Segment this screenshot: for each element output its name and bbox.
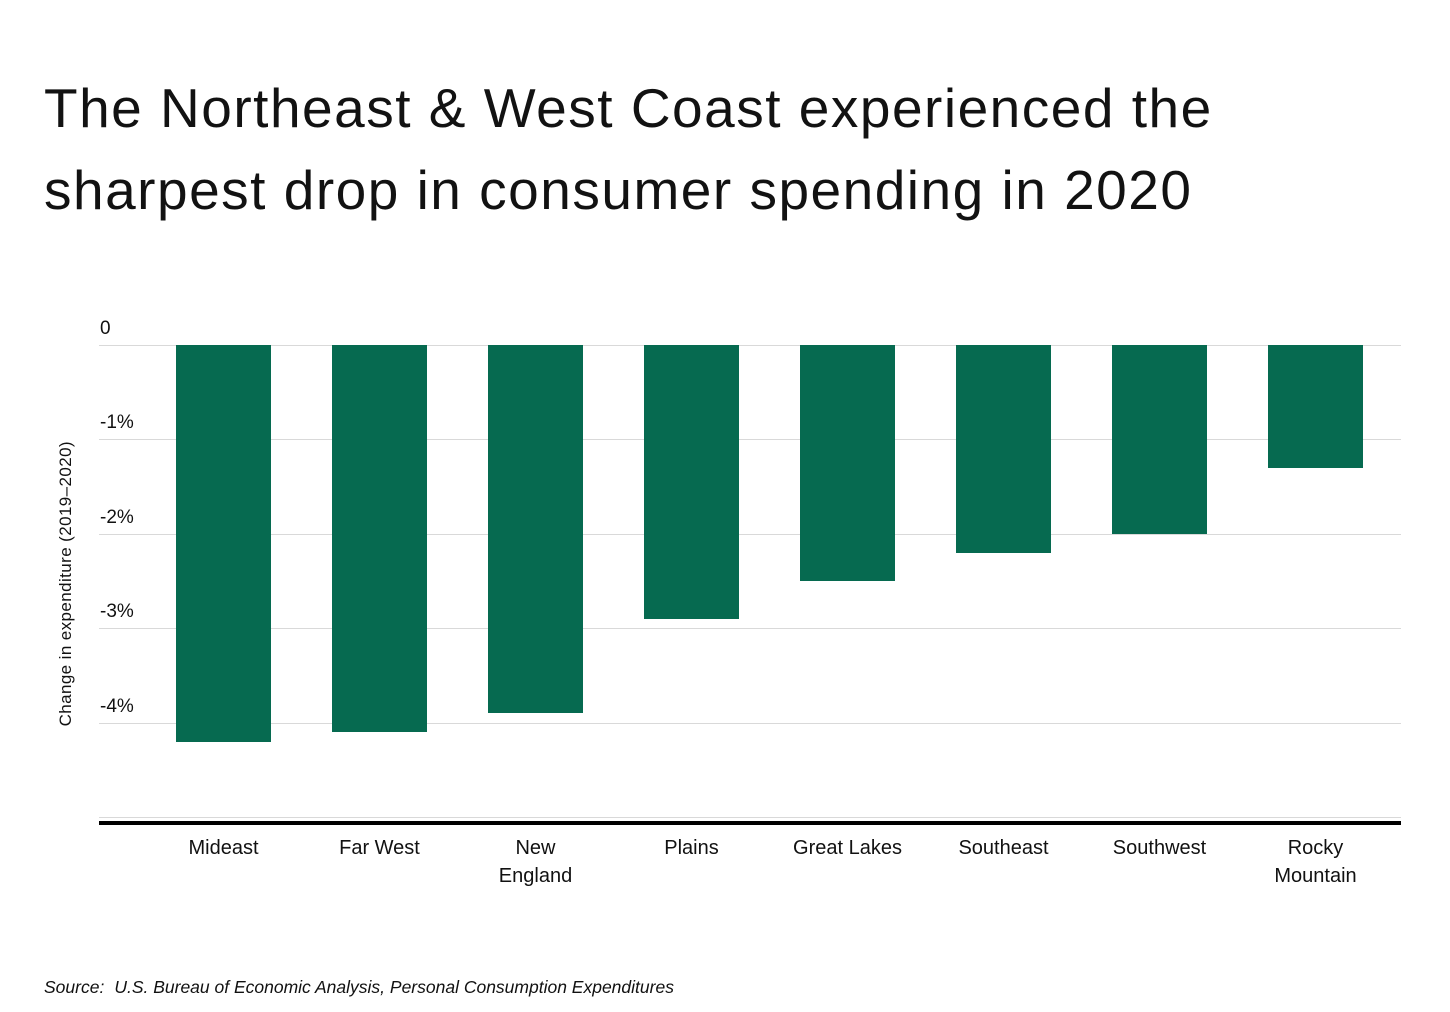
bar-new-england xyxy=(488,345,583,714)
y-tick-label: -2% xyxy=(100,506,134,528)
x-tick-label: New England xyxy=(498,837,573,887)
y-axis-title-text: Change in expenditure (2019–2020) xyxy=(56,440,75,727)
x-tick-label: Southeast xyxy=(958,837,1049,859)
y-tick-label: -4% xyxy=(100,695,134,717)
bar-plains xyxy=(644,345,739,619)
x-tick-label: Far West xyxy=(339,837,420,859)
x-axis-labels: Mideast Far West New England Plains Great La… xyxy=(99,834,1401,906)
x-tick-label: Southwest xyxy=(1112,837,1207,859)
gridline xyxy=(99,722,1401,724)
x-axis-line xyxy=(99,821,1401,825)
bar-southeast xyxy=(956,345,1051,553)
gridline xyxy=(99,345,1401,346)
bar-mideast xyxy=(176,345,271,742)
plot-area: 0 -1% -2% -3% -4% xyxy=(99,318,1401,822)
gridline xyxy=(99,628,1401,630)
x-tick-label: Great Lakes xyxy=(793,837,902,859)
y-tick-label: -3% xyxy=(100,601,134,623)
y-tick-label: -1% xyxy=(100,412,134,434)
source-note: Source: U.S. Bureau of Economic Analysis,… xyxy=(44,977,674,998)
x-tick-label: Mideast xyxy=(188,837,259,859)
gridline xyxy=(99,533,1401,535)
source-text: U.S. Bureau of Economic Analysis, Person… xyxy=(114,977,674,997)
y-axis-title: Change in expenditure (2019–2020) xyxy=(50,345,82,822)
chart-title: The Northeast & West Coast experienced t… xyxy=(44,76,1213,222)
x-tick-label: Rocky Mountain xyxy=(1274,837,1357,887)
gridline xyxy=(99,439,1401,441)
source-prefix: Source: xyxy=(44,977,105,997)
gridline xyxy=(99,817,1401,819)
bar-great-lakes xyxy=(800,345,895,582)
bar-far-west xyxy=(332,345,427,733)
y-tick-label: 0 xyxy=(100,318,111,339)
x-tick-label: Plains xyxy=(664,837,719,859)
bar-rocky-mountain xyxy=(1268,345,1363,468)
bar-southwest xyxy=(1112,345,1207,534)
